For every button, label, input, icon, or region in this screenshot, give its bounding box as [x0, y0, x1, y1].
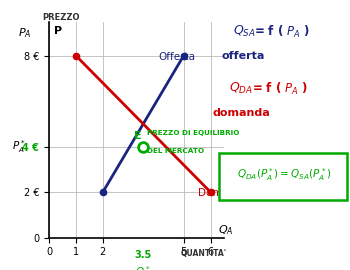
Text: P: P: [54, 26, 62, 36]
Text: PREZZO: PREZZO: [42, 12, 80, 22]
Text: QUANTITA': QUANTITA': [181, 249, 227, 258]
Text: Offerta: Offerta: [158, 52, 195, 62]
Text: Domanda: Domanda: [198, 188, 249, 198]
Text: $Q_{DA}$: $Q_{DA}$: [229, 81, 253, 96]
Text: 3.5: 3.5: [135, 250, 152, 260]
Text: domanda: domanda: [212, 108, 270, 118]
Text: offerta: offerta: [222, 51, 265, 61]
Text: $Q_{SA}$: $Q_{SA}$: [233, 24, 255, 39]
Text: = f ( $P_A$ ): = f ( $P_A$ ): [254, 24, 310, 40]
Text: = f ( $P_A$ ): = f ( $P_A$ ): [252, 81, 308, 97]
Text: PREZZO DI EQUILIBRIO: PREZZO DI EQUILIBRIO: [147, 130, 240, 136]
Text: $Q_{DA}(P^*_A) = Q_{SA}(P^*_A)$: $Q_{DA}(P^*_A) = Q_{SA}(P^*_A)$: [237, 167, 331, 183]
Text: $P_A$: $P_A$: [18, 26, 32, 40]
Text: E: E: [134, 131, 141, 141]
Text: $Q^*_A$: $Q^*_A$: [135, 264, 151, 270]
Text: DEL MERCATO: DEL MERCATO: [147, 148, 204, 154]
Text: $P^*_A$: $P^*_A$: [13, 138, 26, 155]
Text: $Q_A$: $Q_A$: [218, 223, 233, 237]
